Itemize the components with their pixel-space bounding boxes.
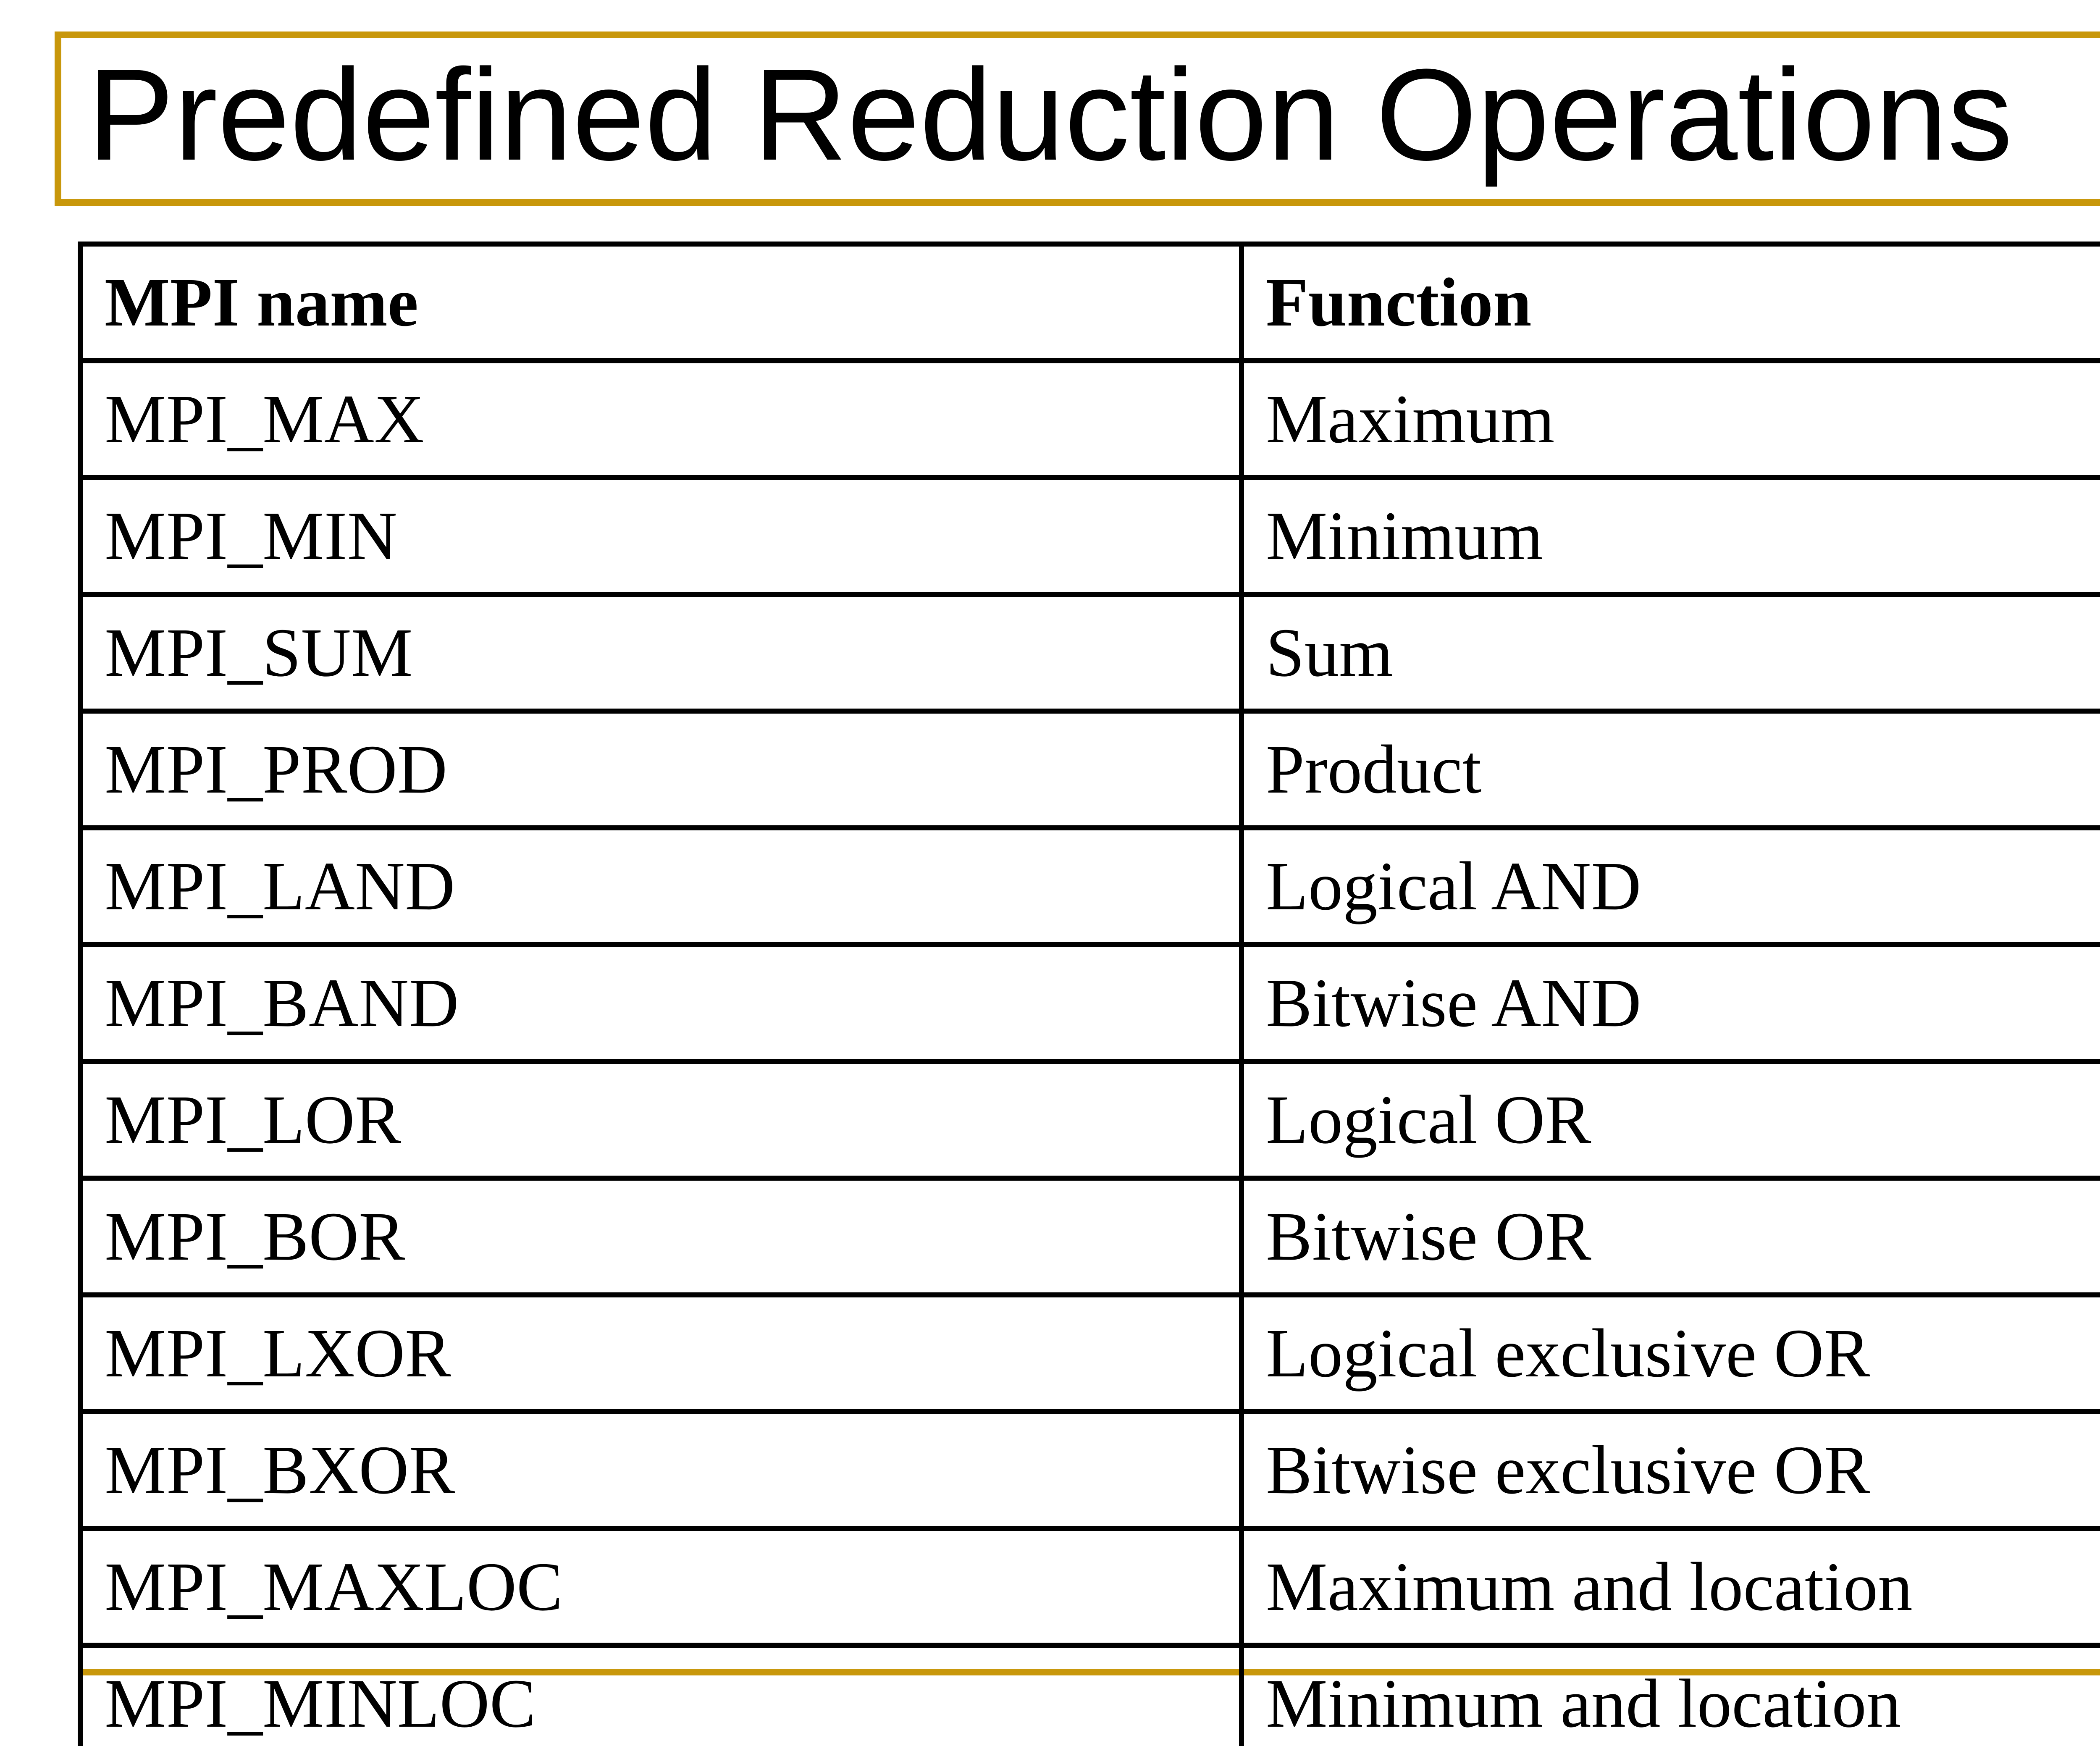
table-row: MPI_PROD Product: [78, 709, 2100, 830]
mpi-name-cell: MPI_BAND: [78, 942, 1244, 1064]
table-row: MPI_MIN Minimum: [78, 475, 2100, 597]
function-cell: Product: [1239, 709, 2100, 830]
mpi-name-cell: MPI_MAX: [78, 358, 1244, 480]
mpi-name-cell: MPI_MAXLOC: [78, 1526, 1244, 1648]
column-header-mpi-name: MPI name: [78, 242, 1244, 363]
function-cell: Bitwise exclusive OR: [1239, 1409, 2100, 1531]
function-cell: Logical AND: [1239, 825, 2100, 947]
function-cell: Logical exclusive OR: [1239, 1292, 2100, 1414]
table-row: MPI_BXOR Bitwise exclusive OR: [78, 1409, 2100, 1531]
function-cell: Sum: [1239, 592, 2100, 714]
table-row: MPI_LAND Logical AND: [78, 825, 2100, 947]
reduction-operations-table: MPI name Function MPI_MAX Maximum MPI_MI…: [78, 242, 2100, 1746]
mpi-name-cell: MPI_PROD: [78, 709, 1244, 830]
table-row: MPI_BAND Bitwise AND: [78, 942, 2100, 1064]
function-cell: Bitwise AND: [1239, 942, 2100, 1064]
title-box: Predefined Reduction Operations: [55, 32, 2100, 206]
table-row: MPI_LOR Logical OR: [78, 1059, 2100, 1181]
mpi-name-cell: MPI_MINLOC: [78, 1643, 1244, 1746]
mpi-name-cell: MPI_MIN: [78, 475, 1244, 597]
function-cell: Bitwise OR: [1239, 1176, 2100, 1297]
function-cell: Logical OR: [1239, 1059, 2100, 1181]
page-title: Predefined Reduction Operations: [87, 41, 2013, 187]
mpi-name-cell: MPI_LOR: [78, 1059, 1244, 1181]
column-header-function: Function: [1239, 242, 2100, 363]
table-row: MPI_MAX Maximum: [78, 358, 2100, 480]
function-cell: Maximum and location: [1239, 1526, 2100, 1648]
table-row: MPI_MINLOC Minimum and location: [78, 1643, 2100, 1746]
function-cell: Maximum: [1239, 358, 2100, 480]
function-cell: Minimum and location: [1239, 1643, 2100, 1746]
table-row: MPI_BOR Bitwise OR: [78, 1176, 2100, 1297]
mpi-name-cell: MPI_BXOR: [78, 1409, 1244, 1531]
table-row: MPI_MAXLOC Maximum and location: [78, 1526, 2100, 1648]
mpi-name-cell: MPI_LAND: [78, 825, 1244, 947]
mpi-name-cell: MPI_LXOR: [78, 1292, 1244, 1414]
table-row: MPI_SUM Sum: [78, 592, 2100, 714]
mpi-name-cell: MPI_BOR: [78, 1176, 1244, 1297]
table-body: MPI_MAX Maximum MPI_MIN Minimum MPI_SUM …: [78, 358, 2100, 1746]
table-row: MPI_LXOR Logical exclusive OR: [78, 1292, 2100, 1414]
function-cell: Minimum: [1239, 475, 2100, 597]
mpi-name-cell: MPI_SUM: [78, 592, 1244, 714]
table-header: MPI name Function: [78, 242, 2100, 363]
header-row: MPI name Function: [78, 242, 2100, 363]
